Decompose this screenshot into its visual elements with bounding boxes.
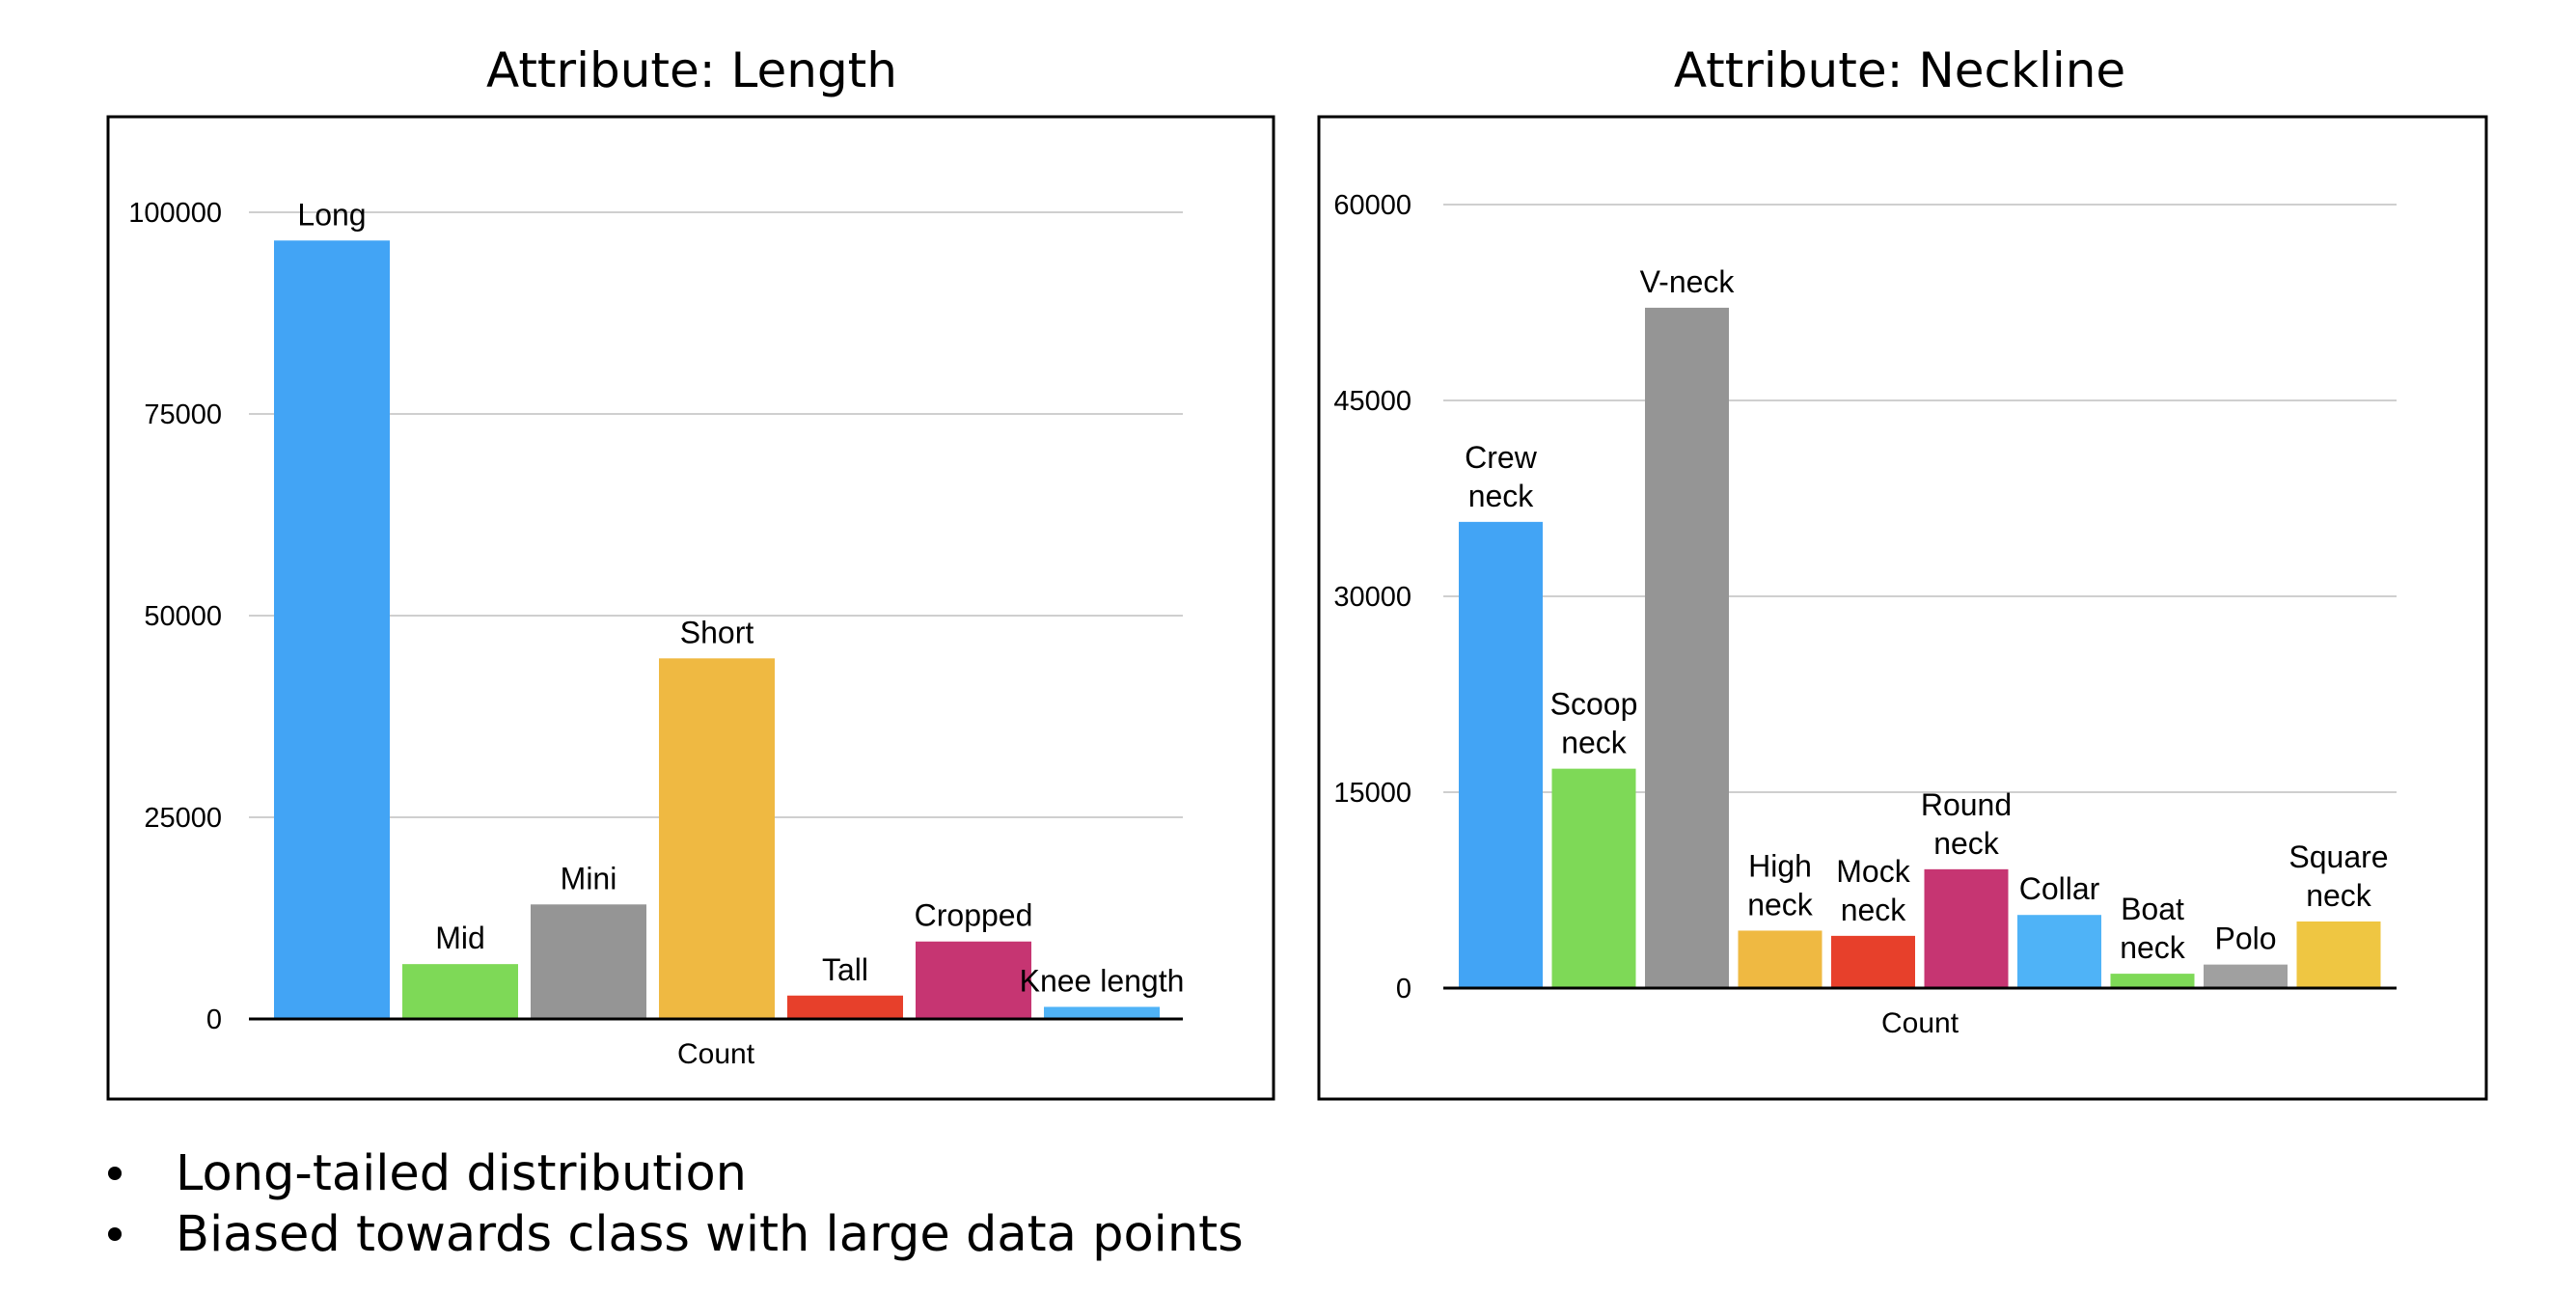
bar-label: neck bbox=[2120, 930, 2186, 965]
bar bbox=[274, 240, 390, 1019]
y-tick-label: 45000 bbox=[1333, 386, 1411, 417]
y-tick-label: 0 bbox=[206, 1004, 222, 1035]
bar-label: Round bbox=[1921, 787, 2012, 822]
bar-label: Mock bbox=[1836, 854, 1910, 889]
bar bbox=[2204, 964, 2288, 988]
y-tick-label: 30000 bbox=[1333, 582, 1411, 613]
bar-label: Scoop bbox=[1550, 687, 1638, 722]
bar-label: neck bbox=[1841, 893, 1907, 927]
bullet-item: Biased towards class with large data poi… bbox=[104, 1204, 1244, 1265]
bar-label: neck bbox=[1747, 887, 1814, 922]
bar-label: Cropped bbox=[915, 898, 1033, 933]
bar-label: Short bbox=[680, 615, 754, 649]
bar-label: Mini bbox=[561, 861, 617, 895]
bar-label: Knee length bbox=[1020, 963, 1185, 998]
y-tick-label: 15000 bbox=[1333, 778, 1411, 809]
bar-label: Long bbox=[297, 197, 366, 232]
bar-label: neck bbox=[1468, 479, 1535, 513]
chart-frame bbox=[1317, 115, 2488, 1101]
x-axis-label: Count bbox=[677, 1038, 755, 1070]
y-tick-label: 50000 bbox=[144, 601, 222, 632]
bullet-dot-icon bbox=[108, 1167, 122, 1180]
bar bbox=[659, 658, 775, 1019]
bullet-list: Long-tailed distribution Biased towards … bbox=[104, 1143, 1244, 1265]
chart-frame bbox=[106, 115, 1275, 1101]
bullet-item: Long-tailed distribution bbox=[104, 1143, 1244, 1204]
bar bbox=[2296, 921, 2381, 988]
bar bbox=[2017, 915, 2101, 988]
bullet-text: Biased towards class with large data poi… bbox=[176, 1206, 1244, 1263]
bar-label: Boat bbox=[2121, 892, 2184, 926]
y-tick-label: 60000 bbox=[1333, 190, 1411, 221]
bar-label: neck bbox=[1561, 726, 1628, 760]
length-chart-title: Attribute: Length bbox=[486, 42, 897, 98]
bar-label: Crew bbox=[1465, 440, 1538, 475]
bar bbox=[916, 941, 1031, 1019]
bar-label: Collar bbox=[2019, 871, 2100, 906]
bar bbox=[2110, 974, 2195, 988]
y-tick-label: 75000 bbox=[144, 399, 222, 430]
x-axis-label: Count bbox=[1881, 1007, 1959, 1039]
bar-label: neck bbox=[2306, 878, 2372, 913]
bar bbox=[1459, 521, 1543, 988]
bar bbox=[531, 904, 646, 1019]
bar bbox=[402, 964, 518, 1019]
y-tick-label: 25000 bbox=[144, 803, 222, 834]
bar-label: V-neck bbox=[1640, 264, 1736, 299]
bar bbox=[1924, 868, 2009, 988]
bar-label: High bbox=[1748, 848, 1812, 883]
bar-label: neck bbox=[1933, 826, 2000, 861]
bar-label: Square bbox=[2288, 839, 2388, 874]
bar-label: Mid bbox=[435, 921, 485, 955]
bullet-text: Long-tailed distribution bbox=[176, 1145, 748, 1202]
bar-label: Polo bbox=[2214, 922, 2276, 956]
y-tick-label: 100000 bbox=[128, 198, 222, 229]
bar bbox=[787, 995, 903, 1019]
bar bbox=[1551, 768, 1636, 988]
y-tick-label: 0 bbox=[1396, 974, 1411, 1004]
bar bbox=[1831, 935, 1915, 988]
neckline-chart-title: Attribute: Neckline bbox=[1673, 42, 2126, 98]
bar-label: Tall bbox=[822, 952, 868, 987]
neckline-chart: 0 15000 30000 45000 60000 Crew neck Scoop neck V-… bbox=[1317, 115, 2488, 1101]
bar bbox=[1645, 307, 1729, 988]
bar bbox=[1044, 1006, 1160, 1019]
bullet-dot-icon bbox=[108, 1227, 122, 1241]
length-chart: 0 25000 50000 75000 100000 Long Mid Mini Short Ta… bbox=[106, 115, 1275, 1101]
bar bbox=[1738, 930, 1822, 988]
